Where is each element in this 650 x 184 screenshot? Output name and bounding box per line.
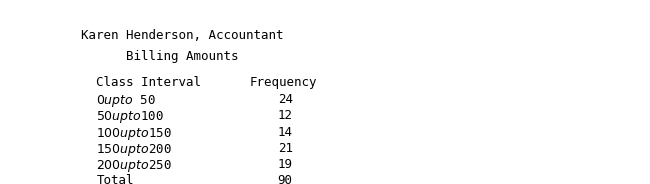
Text: Billing Amounts: Billing Amounts: [125, 50, 239, 63]
Text: $ 0 up to $ 50: $ 0 up to $ 50: [96, 93, 157, 109]
Text: $ 50 up to $100: $ 50 up to $100: [96, 109, 164, 125]
Text: 14: 14: [278, 125, 292, 139]
Text: $100 up to $150: $100 up to $150: [96, 125, 172, 141]
Text: Class Interval: Class Interval: [96, 76, 202, 89]
Text: 19: 19: [278, 158, 292, 171]
Text: Karen Henderson, Accountant: Karen Henderson, Accountant: [81, 29, 283, 42]
Text: Frequency: Frequency: [250, 76, 317, 89]
Text: 12: 12: [278, 109, 292, 122]
Text: 21: 21: [278, 142, 292, 155]
Text: Total: Total: [96, 174, 134, 184]
Text: 90: 90: [278, 174, 292, 184]
Text: $150 up to $200: $150 up to $200: [96, 142, 172, 158]
Text: $200 up to $250: $200 up to $250: [96, 158, 172, 174]
Text: 24: 24: [278, 93, 292, 106]
